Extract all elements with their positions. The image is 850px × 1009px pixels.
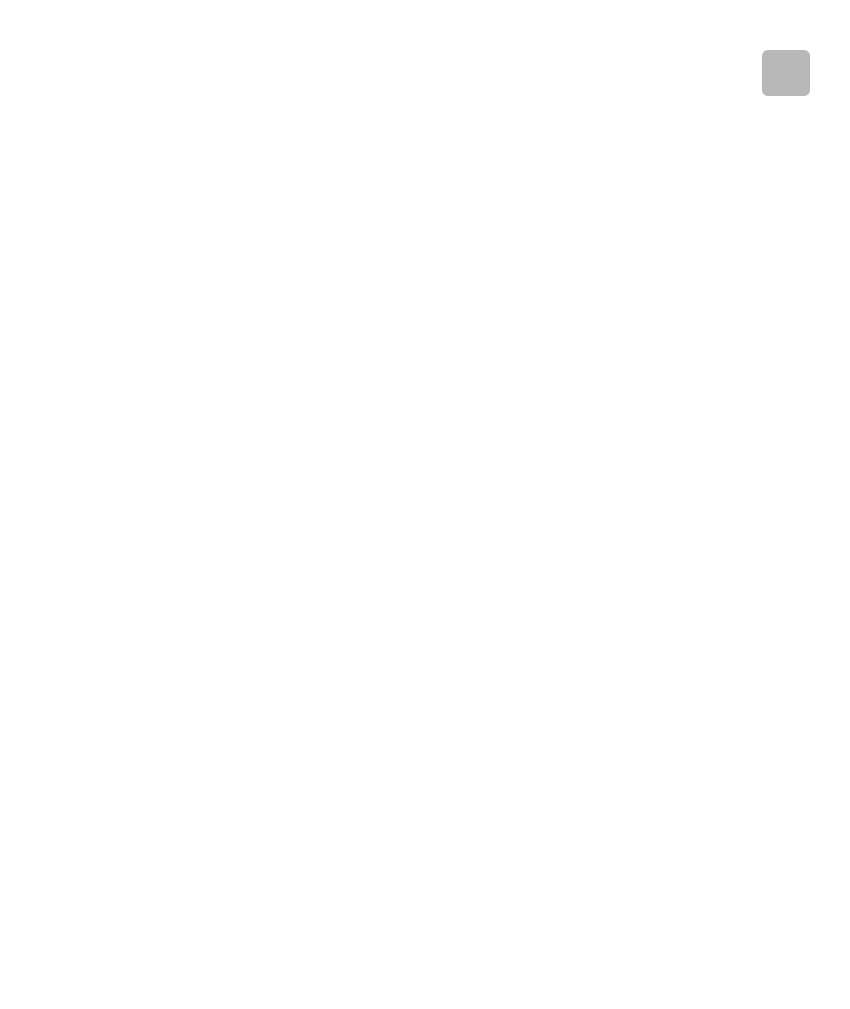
chart-area	[150, 38, 810, 858]
